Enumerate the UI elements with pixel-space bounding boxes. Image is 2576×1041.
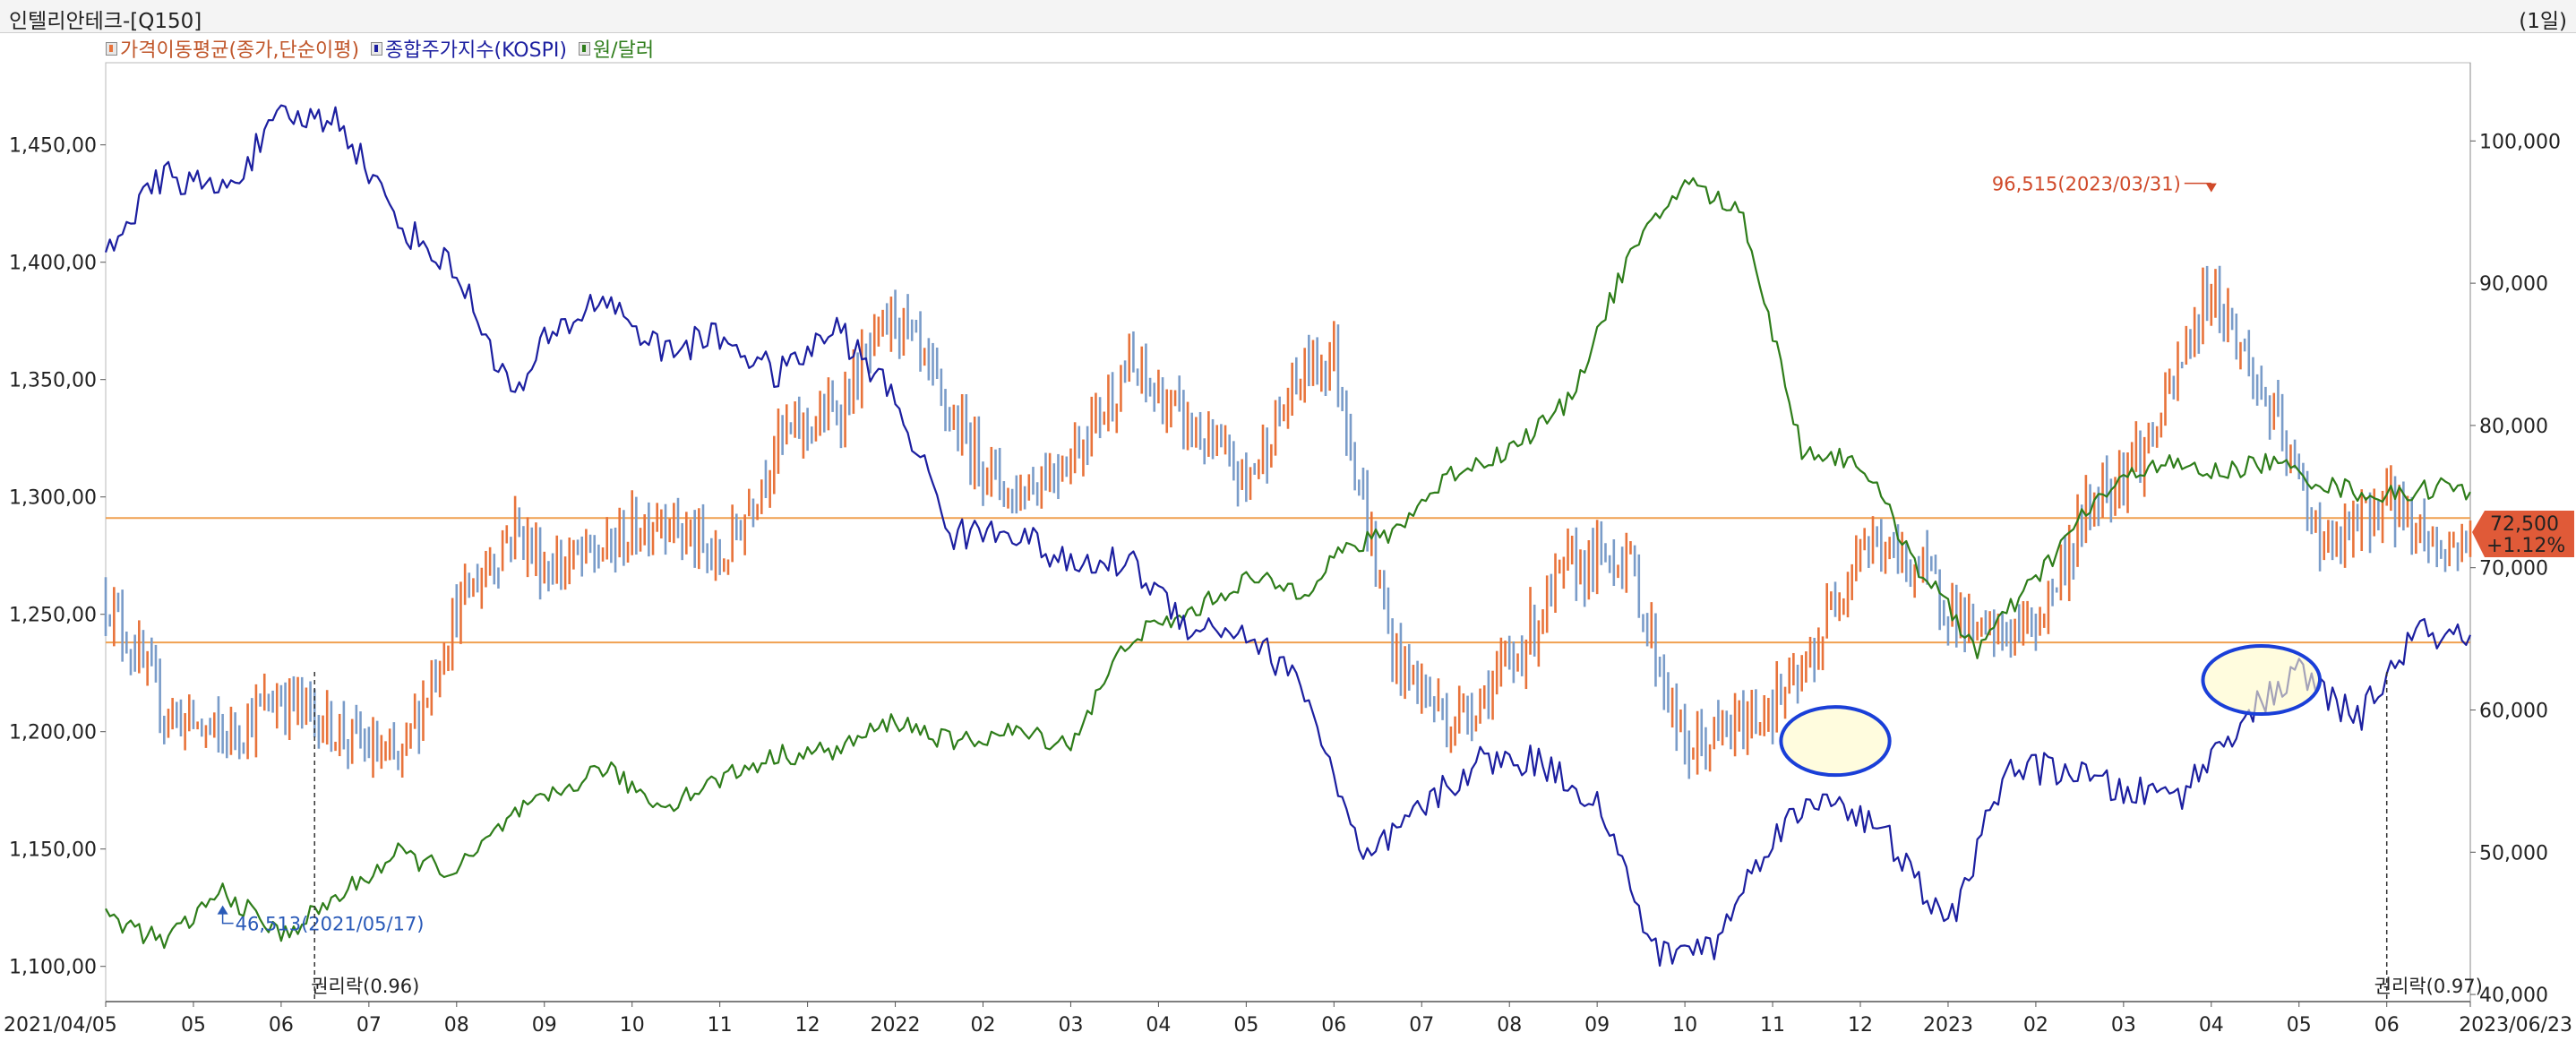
window-titlebar: 인텔리안테크-[Q150] (1일): [0, 0, 2576, 33]
min-marker: [217, 905, 228, 915]
period-label[interactable]: (1일): [2519, 10, 2567, 33]
highlight-ellipse: [1779, 705, 1892, 778]
min-annotation: 46,513(2021/05/17): [236, 914, 425, 935]
highlight-ellipse: [2201, 644, 2323, 717]
plot-frame: [105, 62, 2471, 1002]
x-tick-label: 2023: [1923, 1014, 1973, 1037]
last-price-badge: [2472, 511, 2574, 557]
x-tick-label: 2021/04/05: [4, 1014, 117, 1037]
chart-title: 인텔리안테크-[Q150]: [9, 10, 202, 33]
max-marker: [2205, 183, 2217, 193]
kospi-line: [104, 104, 2472, 967]
x-tick-label: 11: [1760, 1014, 1785, 1037]
x-tick-label: 03: [2111, 1014, 2136, 1037]
right-tick-label: 50,000: [2479, 842, 2548, 865]
x-tick-label: 2023/06/23: [2459, 1014, 2572, 1037]
left-tick-label: 1,300,00: [9, 487, 97, 510]
x-tick-label: 07: [1409, 1014, 1434, 1037]
left-tick-label: 1,400,00: [9, 253, 97, 275]
last-price-change: +1.12%: [2486, 535, 2565, 557]
legend-item-price-ma[interactable]: 가격이동평균(종가,단순이평): [106, 34, 359, 63]
x-tick-label: 06: [1321, 1014, 1346, 1037]
x-tick-label: 12: [1848, 1014, 1873, 1037]
x-tick-label: 02: [2023, 1014, 2048, 1037]
x-tick-label: 10: [620, 1014, 645, 1037]
x-tick-label: 12: [795, 1014, 820, 1037]
legend-item-kospi[interactable]: 종합주가지수(KOSPI): [371, 34, 567, 63]
ex-rights-label: 권리락(0.96): [311, 976, 419, 997]
right-tick-label: 70,000: [2479, 558, 2548, 581]
series-color-icon: [371, 41, 383, 56]
x-tick-label: 05: [1233, 1014, 1258, 1037]
series-color-icon: [106, 41, 117, 56]
right-tick-label: 80,000: [2479, 416, 2548, 438]
left-tick-label: 1,100,00: [9, 957, 97, 979]
right-tick-label: 40,000: [2479, 985, 2548, 1007]
x-tick-label: 10: [1672, 1014, 1697, 1037]
x-tick-label: 04: [1146, 1014, 1171, 1037]
legend-label: 종합주가지수(KOSPI): [385, 39, 567, 62]
ex-rights-label: 권리락(0.97): [2374, 976, 2483, 997]
legend-label: 원/달러: [592, 39, 655, 62]
x-tick-label: 06: [269, 1014, 294, 1037]
right-tick-label: 60,000: [2479, 700, 2548, 722]
x-tick-label: 06: [2374, 1014, 2400, 1037]
left-tick-label: 1,450,00: [9, 135, 97, 158]
right-tick-label: 100,000: [2479, 131, 2561, 153]
left-tick-label: 1,250,00: [9, 605, 97, 627]
x-tick-label: 03: [1058, 1014, 1083, 1037]
last-price-value: 72,500: [2490, 513, 2559, 536]
x-tick-label: 09: [1584, 1014, 1610, 1037]
legend-label: 가격이동평균(종가,단순이평): [120, 39, 360, 62]
left-tick-label: 1,350,00: [9, 370, 97, 392]
legend: 가격이동평균(종가,단순이평) 종합주가지수(KOSPI) 원/달러: [106, 34, 659, 63]
krw-usd-line: [105, 176, 2471, 950]
x-tick-label: 11: [708, 1014, 733, 1037]
series-color-icon: [578, 41, 590, 56]
x-tick-label: 04: [2199, 1014, 2224, 1037]
x-tick-label: 05: [2287, 1014, 2312, 1037]
max-annotation: 96,515(2023/03/31): [1992, 174, 2181, 195]
x-tick-label: 05: [181, 1014, 206, 1037]
left-tick-label: 1,200,00: [9, 722, 97, 744]
x-tick-label: 07: [356, 1014, 382, 1037]
x-tick-label: 2022: [871, 1014, 921, 1037]
legend-item-krw-usd[interactable]: 원/달러: [578, 34, 655, 63]
left-tick-label: 1,150,00: [9, 839, 97, 862]
x-tick-label: 09: [532, 1014, 557, 1037]
price-candles: [104, 265, 2472, 779]
x-tick-label: 08: [444, 1014, 469, 1037]
x-tick-label: 02: [971, 1014, 996, 1037]
x-tick-label: 08: [1497, 1014, 1522, 1037]
right-tick-label: 90,000: [2479, 273, 2548, 296]
